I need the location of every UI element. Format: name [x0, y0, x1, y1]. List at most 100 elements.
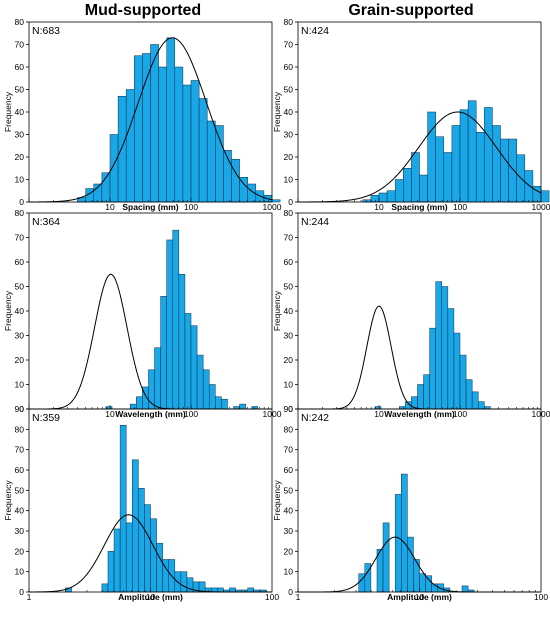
histogram-bar — [160, 296, 167, 410]
y-tick-label: 10 — [284, 380, 294, 390]
x-tick-label: 100 — [453, 202, 467, 212]
histogram-bar — [484, 107, 493, 203]
histogram-bar — [419, 573, 426, 593]
histogram-bar — [447, 308, 455, 410]
histogram-bar — [394, 179, 404, 203]
y-tick-label: 30 — [15, 130, 25, 140]
histogram-bar — [229, 587, 236, 593]
histogram-bar — [386, 190, 396, 203]
histogram-bar — [419, 174, 428, 203]
histogram-bar — [453, 332, 461, 410]
histogram-bar — [184, 313, 192, 410]
x-axis-label: Amplitude (mm) — [387, 592, 452, 602]
histogram-bar — [477, 401, 485, 410]
histogram-bar — [217, 587, 224, 593]
x-axis-label: Wavelength (mm) — [115, 409, 186, 419]
y-tick-label: 80 — [15, 17, 25, 27]
histogram-bar — [443, 152, 453, 203]
histogram-bar — [158, 66, 167, 203]
y-tick-label: 30 — [284, 331, 294, 341]
histogram-bar — [134, 55, 143, 203]
x-axis-label: Spacing (mm) — [391, 202, 447, 212]
histogram-bar — [196, 354, 204, 410]
y-tick-label: 40 — [15, 107, 25, 117]
y-tick-label: 30 — [15, 526, 25, 536]
y-tick-label: 20 — [284, 355, 294, 365]
y-tick-label: 20 — [15, 152, 25, 162]
histogram-bar — [407, 536, 414, 593]
y-tick-label: 80 — [284, 424, 294, 434]
y-tick-label: 70 — [15, 40, 25, 50]
x-axis-label: Wavelength (mm) — [384, 409, 455, 419]
histogram-bar — [174, 66, 184, 203]
histogram-bar — [113, 528, 121, 593]
sample-count-label: N:242 — [301, 412, 329, 424]
histogram-bar — [182, 84, 192, 203]
y-tick-label: 0 — [19, 587, 24, 597]
histogram-bar — [378, 192, 388, 203]
x-tick-label: 1 — [27, 592, 32, 602]
histogram-bar — [382, 522, 390, 593]
histogram-bar — [451, 125, 461, 203]
histogram-bar — [138, 488, 145, 593]
y-tick-label: 0 — [288, 404, 293, 414]
histogram-bar — [417, 384, 424, 410]
histogram-bar — [154, 347, 161, 410]
y-tick-label: 70 — [284, 233, 294, 243]
x-tick-label: 100 — [265, 592, 279, 602]
histogram-bar — [435, 281, 443, 410]
x-tick-label: 100 — [534, 592, 548, 602]
x-tick-label: 10 — [146, 592, 156, 602]
y-axis-label: Frequency — [272, 480, 282, 521]
x-tick-label: 1 — [296, 592, 301, 602]
y-tick-label: 20 — [284, 546, 294, 556]
histogram-bar — [215, 125, 224, 203]
plot-frame — [297, 212, 542, 410]
sample-count-label: N:359 — [32, 412, 60, 424]
y-tick-label: 80 — [15, 208, 25, 218]
histogram-bar — [125, 89, 135, 203]
histogram-bar — [471, 391, 479, 410]
y-tick-label: 60 — [15, 257, 25, 267]
histogram-bar — [166, 239, 174, 410]
x-tick-label: 1000 — [263, 202, 282, 212]
x-tick-label: 10 — [374, 202, 384, 212]
y-tick-label: 10 — [284, 567, 294, 577]
histogram-bar — [370, 195, 380, 203]
column-title-grain-supported: Grain-supported — [348, 2, 474, 19]
histogram-bar — [459, 354, 467, 410]
normal-fit-curve — [28, 37, 273, 203]
y-axis-label: Frequency — [272, 290, 282, 331]
y-tick-label: 90 — [15, 404, 25, 414]
y-tick-label: 40 — [284, 306, 294, 316]
histogram-bar — [142, 53, 151, 203]
x-axis-label: Spacing (mm) — [122, 202, 178, 212]
histogram-bar — [401, 473, 408, 593]
x-tick-label: 100 — [184, 409, 198, 419]
y-axis-label: Frequency — [3, 480, 13, 521]
y-tick-label: 0 — [19, 404, 24, 414]
y-tick-label: 60 — [15, 62, 25, 72]
histogram-bar — [461, 585, 469, 593]
histogram-bar — [119, 425, 127, 593]
histogram-bar — [435, 136, 445, 203]
y-tick-label: 0 — [19, 197, 24, 207]
y-tick-label: 70 — [284, 445, 294, 455]
y-tick-label: 50 — [15, 85, 25, 95]
histogram-bar — [166, 37, 176, 203]
histogram-bar — [500, 138, 509, 203]
y-tick-label: 60 — [284, 465, 294, 475]
y-tick-label: 50 — [15, 485, 25, 495]
histogram-bar — [150, 518, 157, 593]
histogram-bar — [459, 109, 469, 203]
y-tick-label: 90 — [284, 404, 294, 414]
histogram-bar — [202, 369, 210, 410]
histogram-bar — [101, 583, 109, 593]
histogram-bar — [239, 403, 246, 410]
histogram-bar — [136, 396, 143, 410]
histogram-bar — [190, 325, 198, 410]
